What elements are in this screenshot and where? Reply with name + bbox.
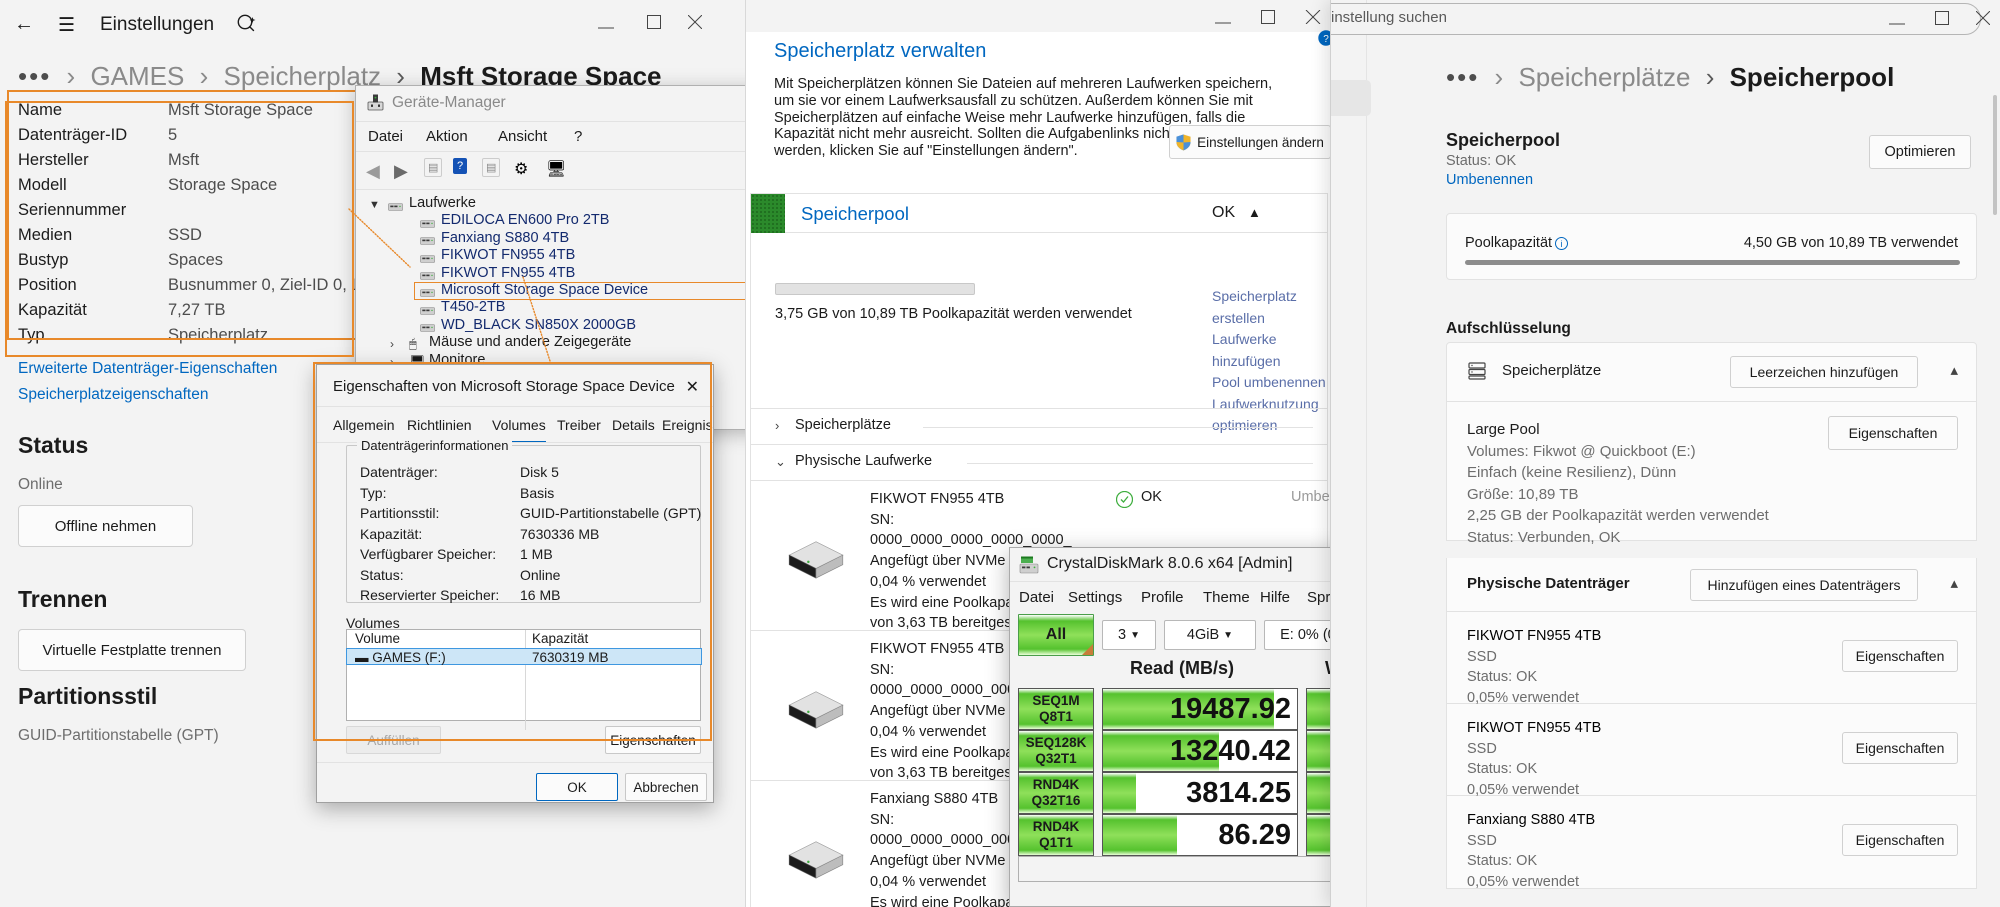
- svg-text:?: ?: [1323, 34, 1329, 45]
- svg-text:i: i: [1561, 239, 1563, 249]
